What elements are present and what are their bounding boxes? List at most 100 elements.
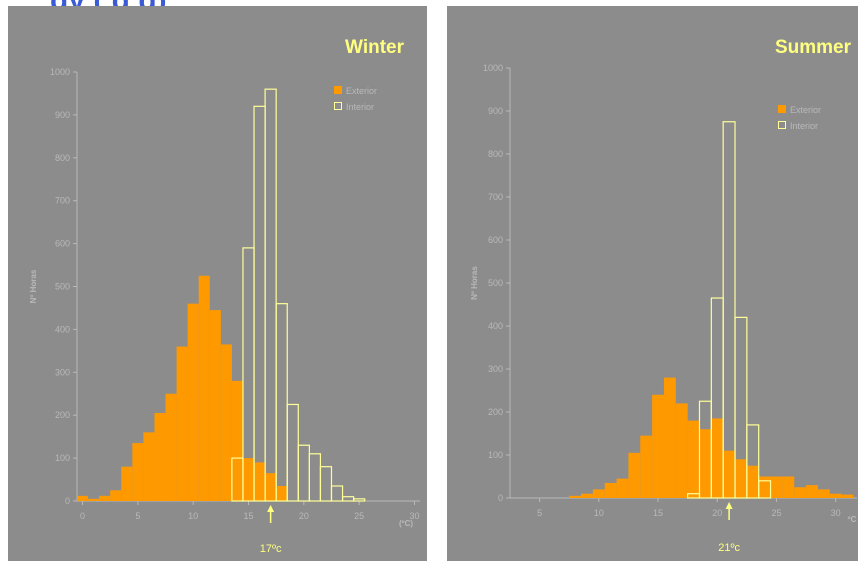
exterior-bar [276,485,288,501]
x-tick-label: 5 [135,511,140,521]
y-tick-label: 900 [488,106,503,116]
exterior-bar [176,346,188,501]
exterior-bar [254,462,266,501]
exterior-bar [187,303,199,501]
interior-bar [264,88,277,502]
x-tick-label: 20 [712,508,722,518]
exterior-bar [746,465,759,498]
y-tick-label: 300 [488,364,503,374]
y-axis-title: Nº Horas [29,269,38,303]
exterior-bar [675,403,688,498]
summer-histogram: Summer 0 100 200 300 400 500 600 700 800 900 1000 5 1… [470,37,857,554]
legend-label: Interior [790,121,818,131]
interior-bar [297,444,310,502]
exterior-bar [88,498,100,501]
y-tick-label: 500 [488,278,503,288]
exterior-bar [652,394,664,498]
exterior-bar [220,344,232,501]
exterior-bar [592,489,605,498]
legend-swatch-interior [778,121,786,129]
legend-swatch-exterior [334,86,342,94]
interior-bar [253,105,266,502]
exterior-bar [165,393,177,501]
exterior-bar [794,487,807,498]
exterior-bar [735,459,747,498]
x-axis-title: (ºC) [399,519,413,528]
exterior-bar [143,432,155,501]
marker-arrow-head [725,502,733,509]
marker-arrow-head [267,505,275,512]
legend-label: Exterior [790,105,821,115]
y-tick-label: 800 [488,149,503,159]
y-tick-label: 700 [55,196,70,206]
y-tick-label: 900 [55,110,70,120]
exterior-bar [640,435,653,498]
y-tick-label: 0 [65,496,70,506]
interior-bar [275,303,288,502]
interior-bar [286,403,299,502]
legend-swatch-interior [334,102,342,110]
exterior-bar [723,450,736,498]
exterior-bar [616,478,629,498]
interior-bar [758,480,772,499]
x-tick-label: 25 [771,508,781,518]
interior-bar [319,466,333,502]
marker-label: 17ºc [260,543,282,555]
exterior-bar [265,473,277,501]
exterior-bar [121,466,133,501]
interior-bar [746,424,760,499]
exterior-bar [841,494,854,498]
y-tick-label: 300 [55,367,70,377]
y-tick-label: 100 [55,453,70,463]
x-tick-label: 15 [243,511,253,521]
winter-chart-panel: Winter 0 100 200 300 400 500 600 700 800 900 1000 0 5… [8,6,427,561]
exterior-bar [770,476,783,498]
exterior-bar [99,495,111,501]
y-tick-label: 400 [488,321,503,331]
x-tick-label: 0 [80,511,85,521]
marker-label: 21ºc [718,542,740,554]
exterior-bar [628,452,641,498]
y-tick-label: 100 [488,450,503,460]
x-tick-label: 30 [409,511,419,521]
exterior-bar [699,429,712,498]
chart-title: Summer [775,37,852,58]
legend-label: Interior [346,102,374,112]
exterior-bar [569,495,582,498]
summer-chart-panel: Summer 0 100 200 300 400 500 600 700 800 900 1000 5 1… [447,6,858,561]
exterior-bar [154,413,166,501]
exterior-bar [242,458,255,501]
x-axis-title: ºC [848,515,857,524]
exterior-bar [132,443,144,501]
interior-bar [734,316,748,499]
exterior-bar [758,476,771,498]
y-tick-label: 400 [55,324,70,334]
x-tick-label: 10 [594,508,604,518]
x-tick-label: 25 [354,511,364,521]
y-tick-label: 700 [488,192,503,202]
x-tick-label: 15 [653,508,663,518]
winter-histogram: Winter 0 100 200 300 400 500 600 700 800 900 1000 0 5… [29,37,420,555]
y-tick-label: 600 [55,239,70,249]
chart-title: Winter [345,37,405,58]
exterior-bar [110,490,122,501]
exterior-bar [581,493,593,498]
interior-bar [330,485,344,502]
y-axis-title: Nº Horas [470,266,479,300]
y-tick-label: 1000 [50,67,70,77]
exterior-bar [817,489,830,498]
interior-bar [353,498,366,502]
exterior-bar [77,495,89,501]
y-tick-label: 200 [488,407,503,417]
y-tick-label: 200 [55,410,70,420]
x-tick-label: 10 [188,511,198,521]
interior-bar [722,121,736,499]
exterior-bar [604,482,617,498]
exterior-bar [209,310,221,501]
exterior-bar [663,377,676,498]
legend-label: Exterior [346,86,377,96]
exterior-bar [782,476,795,498]
y-tick-label: 500 [55,282,70,292]
exterior-bar [231,380,243,501]
exterior-bar [711,418,724,498]
